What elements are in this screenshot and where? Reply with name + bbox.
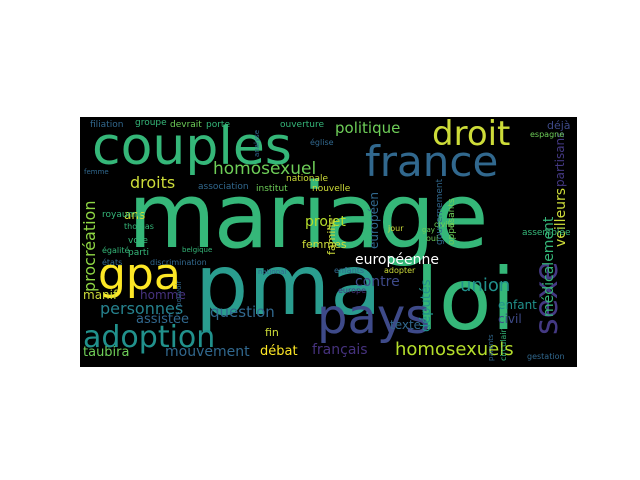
- word-institut: institut: [256, 184, 288, 194]
- word-association: association: [198, 182, 249, 192]
- word-civil: civil: [498, 312, 522, 326]
- word-contre: contre: [355, 274, 400, 290]
- word-jour: jour: [388, 224, 404, 233]
- word-egalite: égalité: [102, 246, 130, 255]
- word-veilleurs: veilleurs: [553, 187, 569, 247]
- word-devrait: devrait: [170, 120, 202, 130]
- word-enfant: enfant: [498, 298, 537, 312]
- word-manif: manif: [83, 288, 118, 302]
- word-ans: ans: [124, 208, 146, 222]
- word-droits: droits: [130, 173, 176, 192]
- word-vote: vote: [128, 236, 148, 246]
- word-droit: droit: [432, 117, 511, 154]
- word-gay: gay: [422, 226, 435, 234]
- word-debat: débat: [260, 344, 298, 359]
- word-circulaire: circulaire: [499, 324, 508, 361]
- word-francais: français: [312, 342, 368, 358]
- word-femme: femme: [84, 168, 109, 176]
- word-gestation: gestation: [527, 352, 565, 361]
- word-pouvoir: pouvoir: [175, 280, 183, 307]
- word-mariage: mariage: [128, 164, 488, 269]
- word-espagne: espagne: [530, 130, 565, 139]
- word-eglise: église: [310, 138, 334, 147]
- word-france: france: [365, 137, 499, 186]
- word-adopter: adopter: [384, 266, 416, 275]
- word-pma: pma: [195, 236, 382, 334]
- word-analyse: analyse: [253, 129, 261, 157]
- word-texte: texte: [390, 318, 422, 332]
- word-union: union: [460, 275, 511, 296]
- word-homme: homme: [140, 288, 186, 302]
- word-oui: oui: [426, 234, 439, 243]
- word-deja: déjà: [547, 119, 571, 132]
- word-etats: états: [102, 258, 123, 267]
- word-parents: parents: [487, 334, 495, 361]
- word-politique: politique: [335, 119, 401, 137]
- word-filiation: filiation: [90, 120, 124, 130]
- word-personnes: personnes: [100, 299, 184, 318]
- word-thomas: thomas: [124, 222, 154, 231]
- word-femmes: femmes: [302, 238, 347, 251]
- word-assemblee: assemblée: [522, 228, 571, 238]
- word-belgique: belgique: [182, 246, 213, 254]
- word-homosexuels: homosexuels: [395, 339, 514, 360]
- word-discrimination: discrimination: [150, 258, 207, 267]
- word-mouvement: mouvement: [165, 344, 250, 360]
- word-nationale: nationale: [286, 174, 329, 184]
- word-adoption: adoption: [83, 320, 216, 355]
- word-procreation: procréation: [80, 200, 99, 293]
- word-loi: loi: [415, 250, 516, 350]
- word-porte: porte: [206, 120, 230, 130]
- word-ouverture: ouverture: [280, 120, 325, 130]
- word-europeen: européen: [367, 192, 381, 249]
- word-pays: pays: [317, 289, 431, 345]
- word-nouvelle: nouvelle: [312, 184, 351, 194]
- word-cloud: mariage couples pma loi gpa droit france…: [80, 117, 577, 367]
- word-gpa: gpa: [98, 249, 181, 300]
- word-deputes: députés: [419, 279, 434, 332]
- word-enfants: enfants: [334, 266, 365, 275]
- word-assistee: assistée: [136, 312, 189, 327]
- word-royaume: royaume: [102, 210, 142, 220]
- word-question: question: [210, 303, 275, 321]
- word-partisans: partisans: [553, 131, 567, 187]
- word-europe: europe: [338, 286, 366, 295]
- word-europeenne: européenne: [355, 252, 439, 268]
- word-national: national: [258, 268, 287, 276]
- word-taubira: taubira: [83, 345, 130, 360]
- word-civile: civile: [434, 220, 455, 229]
- word-parti: parti: [128, 248, 149, 258]
- word-groupe: groupe: [135, 118, 167, 128]
- word-fin: fin: [265, 326, 279, 339]
- word-projet: projet: [305, 214, 346, 230]
- word-homosexuel: homosexuel: [213, 159, 317, 179]
- word-couples: couples: [92, 117, 292, 177]
